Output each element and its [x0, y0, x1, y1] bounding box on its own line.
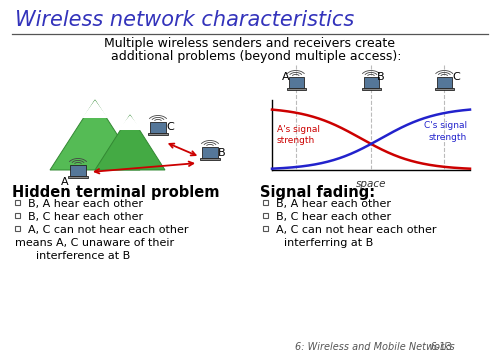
Text: C: C — [166, 122, 174, 132]
Text: 6: Wireless and Mobile Networks: 6: Wireless and Mobile Networks — [295, 342, 455, 352]
Text: A: A — [282, 72, 290, 82]
Text: B, A hear each other: B, A hear each other — [28, 199, 143, 209]
Bar — [263, 226, 268, 231]
Text: B, C hear each other: B, C hear each other — [28, 212, 143, 222]
Polygon shape — [82, 100, 108, 118]
Text: B, A hear each other: B, A hear each other — [276, 199, 391, 209]
Text: C's signal
strength: C's signal strength — [424, 121, 467, 142]
Text: B: B — [218, 148, 226, 158]
Bar — [200, 158, 220, 160]
Text: B, C hear each other: B, C hear each other — [276, 212, 391, 222]
Text: B: B — [377, 72, 385, 82]
Bar — [364, 77, 379, 88]
Text: A, C can not hear each other: A, C can not hear each other — [28, 225, 188, 235]
Bar — [202, 147, 218, 158]
Text: additional problems (beyond multiple access):: additional problems (beyond multiple acc… — [99, 50, 401, 63]
Bar — [68, 176, 88, 178]
Text: A's signal
strength: A's signal strength — [277, 125, 320, 145]
Text: Signal fading:: Signal fading: — [260, 185, 375, 200]
Polygon shape — [95, 115, 165, 170]
Polygon shape — [50, 100, 140, 170]
Bar — [287, 88, 306, 90]
Bar — [15, 213, 20, 218]
Text: space: space — [356, 179, 386, 189]
Text: 6-13: 6-13 — [430, 342, 452, 352]
Bar — [263, 213, 268, 218]
Bar — [15, 200, 20, 205]
Bar — [150, 122, 166, 133]
Text: interferring at B: interferring at B — [263, 238, 373, 248]
Bar — [436, 88, 454, 90]
Text: means A, C unaware of their: means A, C unaware of their — [15, 238, 174, 248]
Text: C: C — [452, 72, 460, 82]
Text: A: A — [61, 177, 69, 187]
Text: interference at B: interference at B — [15, 251, 130, 261]
Text: Hidden terminal problem: Hidden terminal problem — [12, 185, 220, 200]
Text: Multiple wireless senders and receivers create: Multiple wireless senders and receivers … — [104, 37, 396, 50]
Text: A, C can not hear each other: A, C can not hear each other — [276, 225, 436, 235]
Bar — [289, 77, 304, 88]
Polygon shape — [118, 115, 142, 130]
Bar — [70, 165, 86, 176]
Bar — [438, 77, 452, 88]
Text: Wireless network characteristics: Wireless network characteristics — [15, 10, 354, 30]
Bar — [362, 88, 381, 90]
Bar — [148, 133, 168, 135]
Bar — [15, 226, 20, 231]
Bar — [263, 200, 268, 205]
